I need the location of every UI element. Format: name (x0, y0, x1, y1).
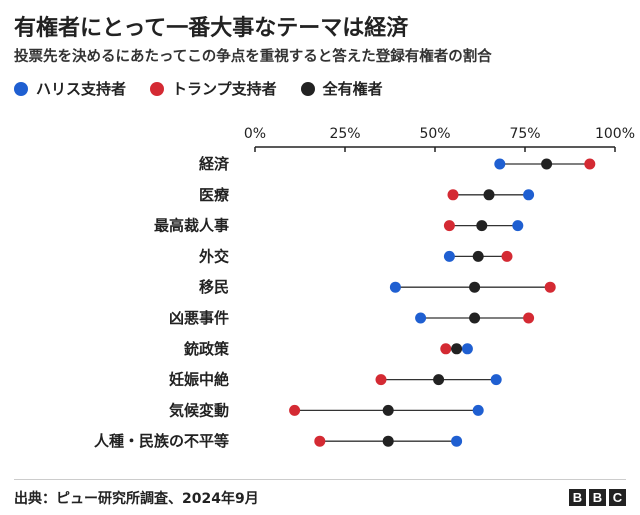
dot-harris (494, 158, 506, 170)
bbc-logo: B B C (566, 489, 626, 506)
x-tick-label: 25% (329, 126, 360, 142)
dot-trump (440, 343, 452, 355)
category-label: 銃政策 (184, 340, 230, 358)
dot-trump (584, 158, 596, 170)
dot-all (382, 435, 394, 447)
dot-harris (523, 189, 535, 201)
x-tick-label: 0% (244, 126, 266, 142)
dot-all (469, 281, 481, 293)
chart-subtitle: 投票先を決めるにあたってこの争点を重視すると答えた登録有権者の割合 (14, 49, 492, 65)
x-tick-label: 75% (509, 126, 540, 142)
dot-harris (415, 312, 427, 324)
category-label: 移民 (199, 278, 229, 296)
dot-harris (451, 435, 463, 447)
legend: ハリス支持者 トランプ支持者 全有権者 (14, 78, 407, 99)
bbc-logo-letter-1: B (569, 489, 586, 506)
legend-dot-trump (150, 81, 165, 96)
legend-item-harris: ハリス支持者 (14, 78, 126, 99)
dot-trump (443, 220, 455, 232)
dot-trump (501, 250, 513, 262)
dot-trump (314, 435, 326, 447)
dot-harris (461, 343, 473, 355)
source-note: 出典：ピュー研究所調査、2024年9月 (14, 491, 259, 507)
dot-all (541, 158, 553, 170)
dot-all (483, 189, 495, 201)
legend-item-all: 全有権者 (300, 78, 383, 99)
dot-harris (389, 281, 401, 293)
dot-all (382, 404, 394, 416)
category-label: 人種・民族の不平等 (94, 432, 229, 450)
dot-trump (447, 189, 459, 201)
legend-label-harris: ハリス支持者 (36, 80, 127, 98)
x-tick-label: 100% (595, 126, 635, 142)
dot-harris (472, 404, 484, 416)
legend-label-trump: トランプ支持者 (172, 80, 277, 98)
dot-harris (443, 250, 455, 262)
dot-trump (289, 404, 301, 416)
dot-all (472, 250, 484, 262)
category-label: 気候変動 (169, 401, 229, 419)
category-label: 外交 (198, 247, 229, 265)
dot-trump (523, 312, 535, 324)
dot-all (433, 374, 445, 386)
dot-all (476, 220, 488, 232)
legend-dot-all (300, 81, 315, 96)
dot-harris (512, 220, 524, 232)
category-label: 医療 (199, 186, 230, 204)
legend-label-all: 全有権者 (322, 80, 383, 98)
x-tick-label: 50% (419, 126, 450, 142)
dot-all (451, 343, 463, 355)
chart-title: 有権者にとって一番大事なテーマは経済 (14, 16, 409, 41)
category-label: 最高裁人事 (154, 217, 229, 235)
category-label: 凶悪事件 (169, 309, 229, 327)
bbc-logo-letter-3: C (609, 489, 626, 506)
footer-divider (14, 479, 626, 480)
category-label: 妊娠中絶 (169, 371, 229, 389)
dot-harris (490, 374, 502, 386)
dot-all (469, 312, 481, 324)
dot-trump (544, 281, 556, 293)
legend-dot-harris (14, 81, 28, 96)
category-label: 経済 (199, 155, 230, 173)
legend-item-trump: トランプ支持者 (150, 78, 277, 99)
dot-trump (375, 374, 387, 386)
bbc-logo-letter-2: B (589, 489, 606, 506)
